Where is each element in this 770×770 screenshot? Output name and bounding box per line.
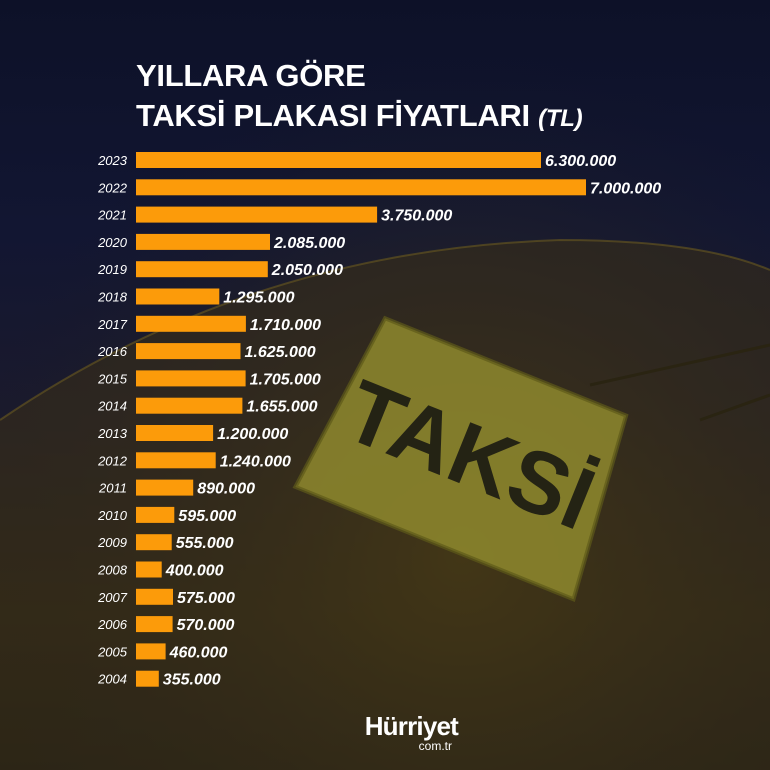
value-label: 1.710.000	[250, 317, 321, 334]
value-label: 1.655.000	[246, 399, 317, 416]
page-title: YILLARA GÖRE TAKSİ PLAKASI FİYATLARI (TL…	[136, 56, 583, 139]
year-label: 2018	[97, 290, 128, 305]
title-line-1: YILLARA GÖRE	[136, 58, 366, 93]
value-label: 1.200.000	[217, 426, 288, 443]
year-label: 2008	[97, 563, 128, 578]
hurriyet-logo: Hürriyet com.tr	[318, 711, 459, 756]
bar	[136, 288, 220, 305]
bar	[136, 506, 175, 523]
taxi-roof-sign: TAKSİ	[292, 315, 629, 602]
year-label: 2009	[97, 535, 127, 550]
value-label: 2.085.000	[273, 235, 345, 252]
year-label: 2013	[97, 426, 128, 441]
bar	[136, 343, 241, 360]
bar	[136, 534, 172, 551]
bar	[136, 152, 541, 168]
value-label: 570.000	[177, 617, 235, 634]
year-label: 2006	[97, 617, 128, 632]
bar	[136, 315, 246, 332]
value-label: 400.000	[165, 563, 224, 580]
bar	[136, 616, 173, 633]
logo-brand: Hürriyet	[364, 711, 459, 741]
title-unit: (TL)	[538, 105, 583, 132]
year-label: 2020	[97, 235, 128, 250]
bar	[136, 670, 159, 687]
year-label: 2016	[97, 344, 128, 359]
year-label: 2022	[97, 180, 128, 195]
year-label: 2023	[97, 153, 128, 168]
year-label: 2021	[97, 208, 127, 223]
year-label: 2010	[97, 508, 128, 523]
value-label: 1.625.000	[245, 344, 316, 361]
year-label: 2011	[98, 481, 127, 496]
logo-domain: com.tr	[418, 739, 452, 753]
value-label: 595.000	[178, 508, 236, 525]
bar	[136, 425, 214, 441]
value-label: 355.000	[163, 672, 221, 689]
year-label: 2005	[97, 644, 128, 659]
value-label: 1.705.000	[250, 371, 321, 388]
value-label: 6.300.000	[545, 153, 616, 170]
value-label: 2.050.000	[271, 262, 343, 279]
bar	[136, 452, 216, 469]
bar	[136, 233, 270, 250]
value-label: 575.000	[177, 590, 235, 607]
year-label: 2015	[97, 371, 128, 386]
year-label: 2012	[97, 453, 128, 468]
bar	[136, 206, 378, 223]
year-label: 2017	[97, 317, 128, 332]
year-label: 2004	[97, 672, 127, 687]
value-label: 1.240.000	[220, 453, 291, 470]
title-line-2: TAKSİ PLAKASI FİYATLARI	[136, 98, 530, 133]
value-label: 555.000	[176, 535, 234, 552]
bar	[136, 561, 162, 578]
bar	[136, 370, 246, 387]
value-label: 7.000.000	[590, 180, 661, 197]
bar	[136, 479, 194, 496]
bar	[136, 261, 268, 278]
year-label: 2014	[97, 399, 127, 414]
bar	[136, 397, 243, 414]
bar	[136, 643, 166, 660]
value-label: 3.750.000	[381, 208, 452, 225]
year-label: 2007	[97, 590, 128, 605]
value-label: 1.295.000	[223, 290, 294, 307]
year-label: 2019	[97, 262, 127, 277]
bar	[136, 179, 586, 196]
value-label: 890.000	[197, 481, 255, 498]
bar	[136, 588, 173, 605]
value-label: 460.000	[169, 644, 228, 661]
